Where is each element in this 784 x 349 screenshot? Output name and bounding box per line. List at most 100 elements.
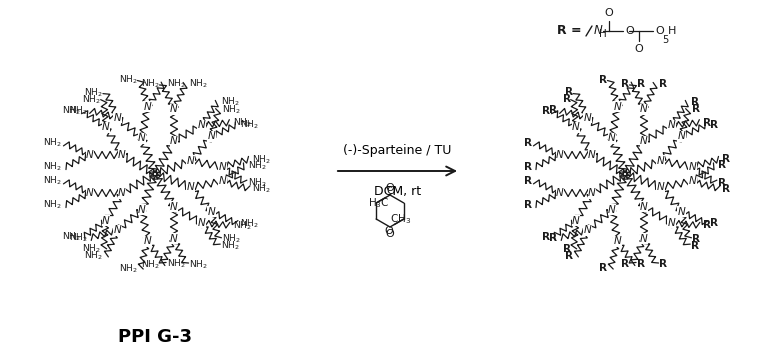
Text: PPI G-3: PPI G-3 [118,328,192,346]
Text: NH$_2$: NH$_2$ [189,77,208,90]
Text: R: R [691,233,699,244]
Text: NH$_2$: NH$_2$ [43,161,62,173]
Text: N: N [170,104,178,114]
Text: N: N [677,207,685,216]
Text: O: O [634,44,644,54]
Text: N: N [118,150,126,160]
Text: R: R [564,87,572,97]
Text: R: R [691,97,699,107]
Text: NH$_2$: NH$_2$ [69,231,88,244]
Text: (-)-Sparteine / TU: (-)-Sparteine / TU [343,144,452,157]
Text: R: R [599,75,608,85]
Text: CH$_3$: CH$_3$ [390,212,412,226]
Text: R: R [722,154,730,164]
Text: N: N [640,234,648,244]
Text: NH$_2$: NH$_2$ [82,242,100,255]
Text: N: N [608,133,616,143]
Text: N: N [688,177,696,186]
Text: N: N [614,236,622,246]
Text: NH$_2$: NH$_2$ [61,231,80,243]
Text: N: N [614,102,622,112]
Text: R: R [563,244,571,254]
Text: R: R [543,232,550,242]
Text: R: R [637,79,644,89]
Text: NH$_2$: NH$_2$ [222,232,240,245]
Text: N: N [170,202,178,212]
Text: R: R [718,161,726,170]
Text: N: N [170,136,178,146]
Text: N: N [556,188,564,198]
Text: NH$_2$: NH$_2$ [43,175,62,187]
Text: N: N [657,182,665,192]
Text: R: R [564,251,572,261]
Text: N: N [138,133,146,143]
Text: N: N [572,122,580,132]
Text: N: N [114,225,122,235]
Text: H$_3$C: H$_3$C [368,196,390,210]
Text: N: N [187,156,194,166]
Text: NH$_2$: NH$_2$ [84,86,103,99]
Text: N: N [583,225,591,235]
Text: N: N [608,205,616,215]
Text: NH$_2$: NH$_2$ [84,250,103,262]
Text: N: N [198,120,205,130]
Text: R: R [691,104,699,114]
Text: N: N [219,162,226,172]
Text: N: N [198,218,205,228]
Text: R: R [718,178,726,188]
Text: H: H [668,26,677,36]
Text: R: R [599,263,608,273]
Text: NH$_2$: NH$_2$ [222,103,240,116]
Text: N: N [588,188,596,198]
Text: NH$_2$: NH$_2$ [221,96,239,109]
Text: O: O [387,186,395,196]
Text: N: N [208,207,215,216]
Text: N: N [677,132,685,141]
Text: R: R [524,138,532,148]
Text: NH$_2$: NH$_2$ [61,105,80,118]
Text: NH$_2$: NH$_2$ [167,258,185,270]
Text: NH$_2$: NH$_2$ [240,217,258,230]
Text: NH$_2$: NH$_2$ [140,258,159,270]
Text: R: R [710,120,717,130]
Text: N: N [102,122,110,132]
Text: N: N [219,177,226,186]
Text: R: R [524,200,532,210]
Text: O: O [604,8,613,18]
Text: N: N [668,218,676,228]
Text: R: R [621,79,630,89]
Text: N: N [640,136,648,146]
Text: NH$_2$: NH$_2$ [221,240,239,252]
Text: N: N [114,113,122,123]
Text: N: N [102,216,110,226]
Text: N: N [668,120,676,130]
Text: NH$_2$: NH$_2$ [249,176,267,189]
Text: N: N [208,132,215,141]
Text: N: N [640,202,648,212]
Text: R: R [637,259,644,269]
Text: N: N [143,236,151,246]
Text: NH$_2$: NH$_2$ [233,117,251,129]
Text: O: O [625,26,633,36]
Text: NH$_2$: NH$_2$ [252,183,271,195]
Text: N: N [143,102,151,112]
Text: NH$_2$: NH$_2$ [43,199,62,211]
Text: N: N [556,150,564,160]
Text: R: R [659,259,667,269]
Text: R: R [702,118,710,128]
Text: N: N [588,150,596,160]
Text: R: R [550,232,557,243]
Text: R: R [659,79,667,89]
Text: O: O [385,225,394,236]
Text: NH$_2$: NH$_2$ [252,153,271,165]
Text: O: O [655,26,664,36]
Text: N: N [583,113,591,123]
Text: N: N [86,188,94,198]
Text: N: N [688,162,696,172]
Text: R: R [702,220,710,230]
Text: NH$_2$: NH$_2$ [240,118,258,131]
Text: N: N [118,188,126,198]
Text: NH$_2$: NH$_2$ [140,77,159,90]
Text: NH$_2$: NH$_2$ [82,93,100,106]
Text: N: N [594,24,603,37]
